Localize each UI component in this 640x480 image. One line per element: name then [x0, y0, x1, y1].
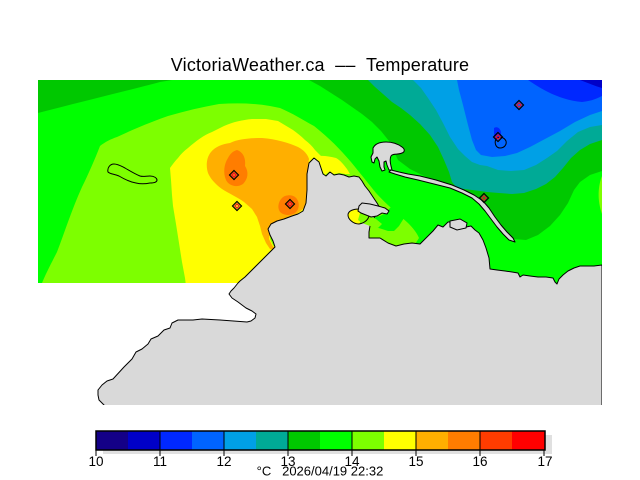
svg-text:14: 14: [344, 454, 360, 469]
svg-text:10: 10: [88, 454, 103, 469]
svg-text:12: 12: [216, 454, 231, 469]
svg-text:11: 11: [153, 454, 167, 469]
svg-text:15: 15: [408, 454, 423, 469]
svg-text:°C 2026/04/19 22:32: °C 2026/04/19 22:32: [257, 464, 384, 479]
svg-text:VictoriaWeather.ca –– Temper: VictoriaWeather.ca –– Temperature: [171, 55, 470, 75]
svg-text:13: 13: [280, 454, 295, 469]
svg-text:17: 17: [537, 454, 552, 469]
svg-text:16: 16: [472, 454, 487, 469]
